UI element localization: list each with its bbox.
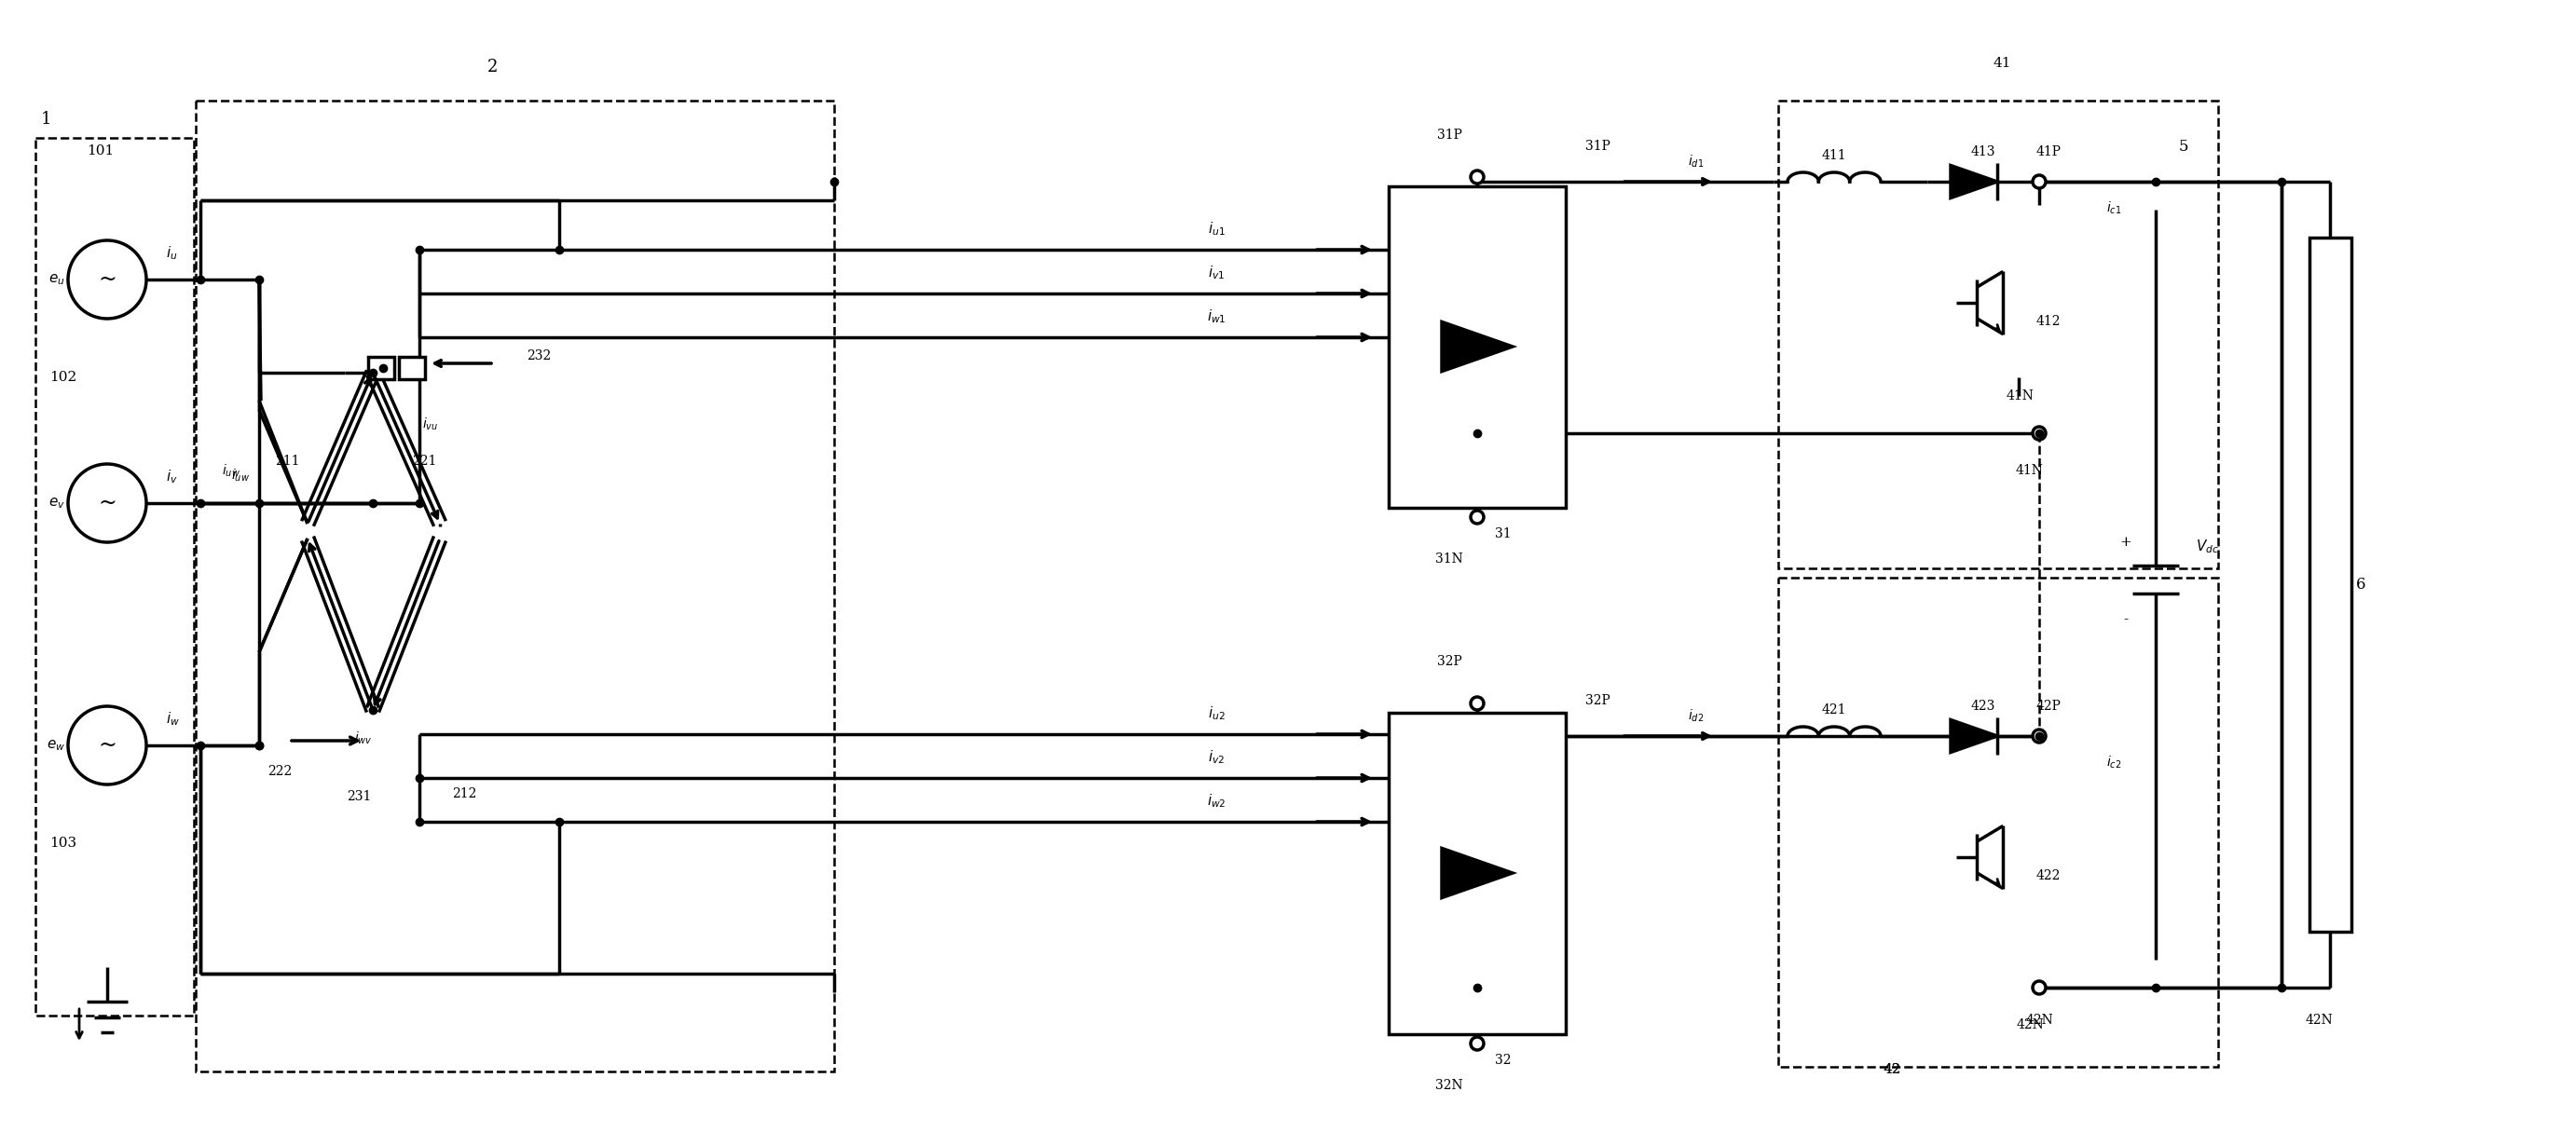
- Text: $i_{c2}$: $i_{c2}$: [2107, 754, 2123, 770]
- Text: $i_{wv}$: $i_{wv}$: [355, 730, 374, 746]
- Bar: [368, 356, 394, 379]
- Text: $i_{u2}$: $i_{u2}$: [1208, 705, 1226, 722]
- Text: 32P: 32P: [1437, 656, 1461, 668]
- Circle shape: [1471, 511, 1484, 524]
- Text: 31P: 31P: [1584, 140, 1610, 152]
- Text: 42P: 42P: [2035, 700, 2061, 713]
- Text: 211: 211: [276, 455, 299, 468]
- Text: 42: 42: [1883, 1063, 1901, 1076]
- Polygon shape: [1443, 848, 1512, 897]
- Text: $i_{w2}$: $i_{w2}$: [1206, 793, 1226, 810]
- Text: $i_{u1}$: $i_{u1}$: [1208, 220, 1226, 238]
- Text: -: -: [2123, 613, 2128, 626]
- Circle shape: [1471, 171, 1484, 183]
- Text: $i_{uw}$: $i_{uw}$: [222, 462, 240, 479]
- Text: 1: 1: [41, 111, 52, 127]
- Bar: [399, 356, 425, 379]
- Text: $i_{v1}$: $i_{v1}$: [1208, 265, 1224, 282]
- Polygon shape: [1443, 322, 1512, 371]
- Text: 102: 102: [49, 371, 77, 384]
- Text: 42N: 42N: [2017, 1019, 2043, 1031]
- Text: 423: 423: [1971, 700, 1996, 713]
- Text: ~: ~: [98, 269, 116, 290]
- Text: 231: 231: [348, 790, 371, 803]
- Text: $i_w$: $i_w$: [165, 711, 180, 728]
- Text: $i_{w1}$: $i_{w1}$: [1206, 308, 1226, 325]
- Circle shape: [1471, 1037, 1484, 1050]
- Text: $V_{dc}$: $V_{dc}$: [2195, 539, 2218, 556]
- Bar: [36, 138, 193, 1015]
- Text: 32P: 32P: [1584, 694, 1610, 707]
- Text: $i_{uw}$: $i_{uw}$: [232, 468, 250, 484]
- Text: 413: 413: [1971, 146, 1996, 158]
- Circle shape: [1471, 697, 1484, 711]
- Circle shape: [67, 706, 147, 785]
- Text: 5: 5: [2179, 139, 2190, 155]
- Text: 41N: 41N: [2017, 464, 2043, 477]
- Circle shape: [2032, 175, 2045, 188]
- Text: 2: 2: [487, 58, 497, 76]
- Bar: [1777, 101, 2218, 568]
- Text: 101: 101: [88, 144, 113, 157]
- Text: $e_v$: $e_v$: [49, 496, 64, 510]
- Text: $i_{vu}$: $i_{vu}$: [422, 416, 438, 432]
- Text: 42N: 42N: [2306, 1014, 2334, 1027]
- Text: 412: 412: [2035, 315, 2061, 328]
- Text: 411: 411: [1821, 149, 1847, 162]
- Circle shape: [2032, 426, 2045, 440]
- Text: 41P: 41P: [2035, 146, 2061, 158]
- Text: 31P: 31P: [1437, 128, 1461, 142]
- Text: $i_{d2}$: $i_{d2}$: [1687, 707, 1705, 723]
- Polygon shape: [1950, 165, 1996, 198]
- Circle shape: [67, 464, 147, 542]
- Text: 31N: 31N: [1435, 552, 1463, 565]
- Text: 32N: 32N: [1435, 1078, 1463, 1092]
- Text: $i_v$: $i_v$: [165, 469, 178, 486]
- Text: 421: 421: [1821, 704, 1847, 716]
- Text: 103: 103: [49, 837, 77, 849]
- Text: 31: 31: [1494, 527, 1512, 541]
- Text: $i_{d1}$: $i_{d1}$: [1687, 154, 1705, 170]
- Bar: [1388, 713, 1566, 1034]
- Circle shape: [2032, 981, 2045, 994]
- Bar: [1777, 578, 2218, 1067]
- Polygon shape: [1950, 720, 1996, 753]
- Bar: [1388, 187, 1566, 508]
- Text: $i_{c1}$: $i_{c1}$: [2107, 199, 2123, 215]
- Bar: [196, 101, 835, 1072]
- Text: 221: 221: [412, 455, 435, 468]
- Text: 42N: 42N: [2025, 1014, 2053, 1027]
- Circle shape: [2032, 730, 2045, 743]
- Text: $e_w$: $e_w$: [46, 738, 64, 753]
- Text: +: +: [2120, 535, 2133, 549]
- Text: 422: 422: [2035, 870, 2061, 882]
- Text: 32: 32: [1494, 1054, 1512, 1067]
- Text: $i_{v2}$: $i_{v2}$: [1208, 748, 1224, 767]
- Text: 222: 222: [268, 764, 291, 778]
- Circle shape: [67, 241, 147, 319]
- Text: 41: 41: [1994, 57, 2012, 70]
- Text: ~: ~: [98, 493, 116, 513]
- Text: $e_u$: $e_u$: [49, 273, 64, 286]
- Text: $i_u$: $i_u$: [165, 245, 178, 262]
- Text: 41N: 41N: [2007, 390, 2035, 402]
- Text: ~: ~: [98, 735, 116, 756]
- Text: 232: 232: [526, 350, 551, 362]
- Bar: [2311, 237, 2352, 932]
- Text: 212: 212: [451, 787, 477, 800]
- Text: 42: 42: [1883, 1063, 1901, 1076]
- Text: 6: 6: [2357, 576, 2365, 592]
